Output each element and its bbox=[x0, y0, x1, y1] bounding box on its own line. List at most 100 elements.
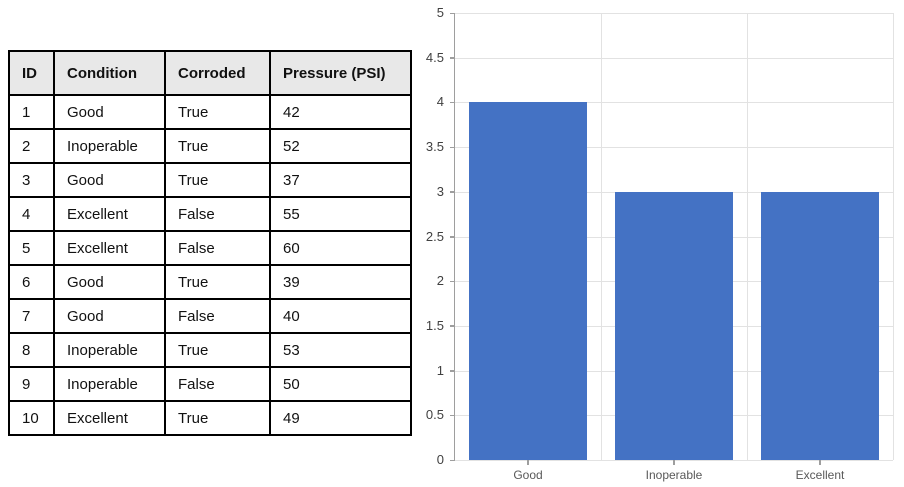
table-cell: 53 bbox=[269, 332, 412, 368]
y-axis-tick-label: 4.5 bbox=[425, 49, 444, 65]
table-cell: 55 bbox=[269, 196, 412, 232]
column-header-corroded: Corroded bbox=[164, 50, 271, 96]
x-axis-tick bbox=[819, 460, 821, 465]
table-cell: 5 bbox=[8, 230, 55, 266]
table-row: 10 Excellent True 49 bbox=[8, 400, 412, 436]
table-row: 5 Excellent False 60 bbox=[8, 230, 412, 266]
table-cell: 37 bbox=[269, 162, 412, 198]
table-cell: 2 bbox=[8, 128, 55, 164]
table-cell: Inoperable bbox=[53, 366, 166, 402]
table-cell: 49 bbox=[269, 400, 412, 436]
bar-inoperable bbox=[615, 191, 733, 460]
table-cell: True bbox=[164, 128, 271, 164]
y-axis-tick bbox=[450, 191, 455, 193]
y-axis-tick-label: 2.5 bbox=[425, 228, 444, 244]
y-axis-tick-label: 4 bbox=[436, 94, 444, 110]
x-axis-category-label: Good bbox=[513, 468, 543, 482]
table-cell: 8 bbox=[8, 332, 55, 368]
category-boundary-gridline bbox=[747, 13, 748, 460]
table-row: 3 Good True 37 bbox=[8, 162, 412, 198]
y-axis-tick bbox=[450, 236, 455, 238]
x-axis-tick bbox=[527, 460, 529, 465]
table-cell: 42 bbox=[269, 94, 412, 130]
table-cell: 1 bbox=[8, 94, 55, 130]
table-cell: False bbox=[164, 298, 271, 334]
x-axis-category-label: Excellent bbox=[795, 468, 845, 482]
table-cell: False bbox=[164, 196, 271, 232]
y-gridline bbox=[455, 13, 893, 14]
table-cell: False bbox=[164, 230, 271, 266]
y-gridline bbox=[455, 102, 893, 104]
table-body: 1 Good True 42 2 Inoperable True 52 3 Good True 37 4… bbox=[8, 94, 412, 436]
column-header-pressure-psi: Pressure (PSI) bbox=[269, 50, 412, 96]
y-axis-tick-label: 0.5 bbox=[425, 407, 444, 423]
table-cell: 6 bbox=[8, 264, 55, 300]
table-cell: 52 bbox=[269, 128, 412, 164]
category-boundary-gridline bbox=[601, 13, 602, 460]
table-header: ID Condition Corroded Pressure (PSI) bbox=[8, 50, 412, 96]
table-cell: 7 bbox=[8, 298, 55, 334]
category-boundary-gridline bbox=[893, 13, 894, 460]
table-header-row: ID Condition Corroded Pressure (PSI) bbox=[8, 50, 412, 96]
y-axis-tick bbox=[450, 280, 455, 283]
table-cell: Excellent bbox=[53, 230, 166, 266]
table-cell: True bbox=[164, 332, 271, 368]
table-row: 9 Inoperable False 50 bbox=[8, 366, 412, 402]
table-row: 7 Good False 40 bbox=[8, 298, 412, 334]
table-row: 6 Good True 39 bbox=[8, 264, 412, 300]
y-axis-tick bbox=[450, 101, 455, 104]
table-cell: True bbox=[164, 162, 271, 198]
y-gridline bbox=[455, 57, 893, 59]
table-cell: 50 bbox=[269, 366, 412, 402]
table-cell: False bbox=[164, 366, 271, 402]
table-row: 1 Good True 42 bbox=[8, 94, 412, 130]
y-axis-tick-label: 3.5 bbox=[425, 139, 444, 155]
bar-good bbox=[469, 102, 587, 460]
table-cell: 3 bbox=[8, 162, 55, 198]
y-axis-tick-label: 0 bbox=[436, 452, 444, 467]
table-row: 2 Inoperable True 52 bbox=[8, 128, 412, 164]
table-cell: Good bbox=[53, 298, 166, 334]
table-cell: True bbox=[164, 400, 271, 436]
column-header-id: ID bbox=[8, 50, 55, 96]
y-axis-tick-label: 5 bbox=[436, 5, 444, 20]
table-cell: Good bbox=[53, 264, 166, 300]
table-cell: Inoperable bbox=[53, 332, 166, 368]
y-axis-tick-label: 1.5 bbox=[425, 317, 444, 333]
y-axis-tick bbox=[450, 146, 455, 149]
data-table-container: ID Condition Corroded Pressure (PSI) 1 Good T… bbox=[8, 50, 412, 436]
y-axis-tick bbox=[450, 325, 455, 327]
table-cell: 9 bbox=[8, 366, 55, 402]
y-axis-tick bbox=[450, 57, 455, 59]
y-axis-tick-label: 1 bbox=[436, 362, 444, 378]
table-cell: Excellent bbox=[53, 196, 166, 232]
y-gridline bbox=[455, 147, 893, 149]
table-cell: 4 bbox=[8, 196, 55, 232]
table-row: 8 Inoperable True 53 bbox=[8, 332, 412, 368]
x-axis-category-label: Inoperable bbox=[645, 468, 703, 482]
bar-excellent bbox=[761, 191, 879, 460]
table-cell: Good bbox=[53, 162, 166, 198]
table-cell: 60 bbox=[269, 230, 412, 266]
pipe-data-table: ID Condition Corroded Pressure (PSI) 1 Good T… bbox=[8, 50, 412, 436]
y-axis-tick bbox=[450, 459, 455, 461]
table-row: 4 Excellent False 55 bbox=[8, 196, 412, 232]
y-axis-tick-label: 3 bbox=[436, 183, 444, 199]
y-axis-tick bbox=[450, 12, 455, 14]
x-axis-tick bbox=[673, 460, 675, 465]
table-cell: 10 bbox=[8, 400, 55, 436]
table-cell: Good bbox=[53, 94, 166, 130]
y-axis-line bbox=[453, 13, 455, 460]
column-header-condition: Condition bbox=[53, 50, 166, 96]
table-cell: Excellent bbox=[53, 400, 166, 436]
table-cell: True bbox=[164, 264, 271, 300]
y-axis-tick-label: 2 bbox=[436, 273, 444, 289]
table-cell: 39 bbox=[269, 264, 412, 300]
y-axis-tick bbox=[450, 414, 455, 417]
table-cell: True bbox=[164, 94, 271, 130]
table-cell: Inoperable bbox=[53, 128, 166, 164]
y-axis-tick bbox=[450, 370, 455, 372]
table-cell: 40 bbox=[269, 298, 412, 334]
